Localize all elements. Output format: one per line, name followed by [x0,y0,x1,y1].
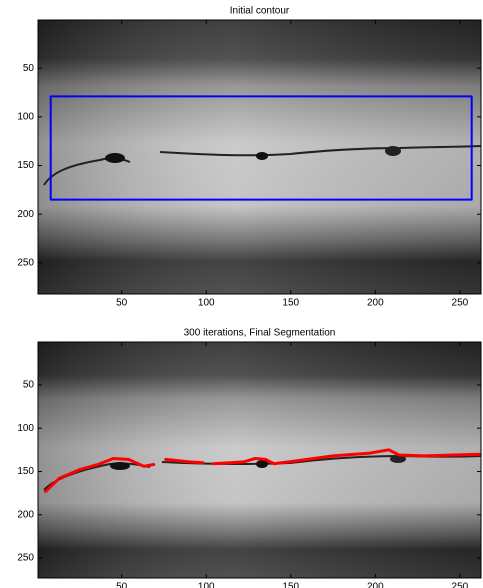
contour [44,457,156,493]
x-tick-label: 50 [116,298,128,309]
x-tick-label: 50 [116,582,128,588]
y-tick-label: 250 [17,257,34,268]
contour [164,457,205,465]
x-tick-label: 150 [282,298,299,309]
image [38,20,481,294]
y-tick-label: 200 [17,209,34,220]
x-tick-label: 250 [452,582,469,588]
y-tick-label: 150 [17,160,34,171]
x-tick-label: 200 [367,298,384,309]
x-tick-label: 100 [198,298,215,309]
x-tick-label: 150 [282,582,299,588]
x-tick-label: 100 [198,582,215,588]
y-tick-label: 100 [17,111,34,122]
y-tick-label: 50 [23,380,35,391]
x-tick-label: 200 [367,582,384,588]
y-tick-label: 200 [17,509,34,520]
contour [49,95,473,201]
axes-title: 300 iterations, Final Segmentation [184,328,336,339]
axes-box [37,341,482,579]
contour [211,448,482,466]
y-tick-label: 150 [17,466,34,477]
axes-box [37,19,482,295]
x-tick-label: 250 [452,298,469,309]
y-tick-label: 100 [17,423,34,434]
axes-title: Initial contour [230,6,290,17]
y-tick-label: 50 [23,63,35,74]
y-tick-label: 250 [17,553,34,564]
